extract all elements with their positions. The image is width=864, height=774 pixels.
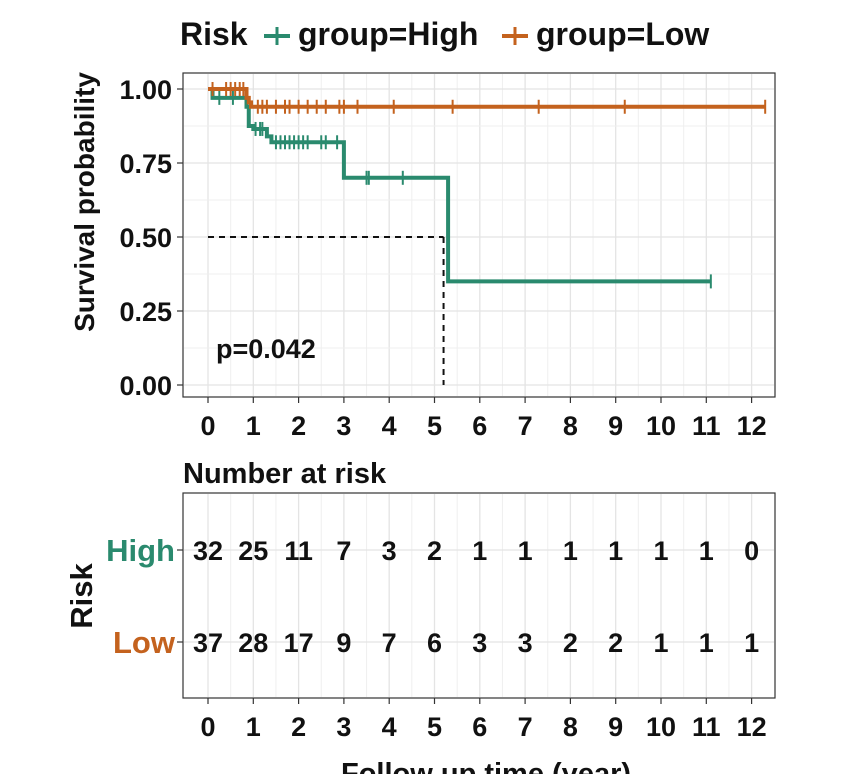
risk-x-tick-label: 4	[382, 712, 397, 742]
risk-count-high: 11	[284, 536, 313, 566]
x-axis-label: Follow up time (year)	[341, 758, 631, 774]
risk-count-low: 1	[653, 628, 668, 658]
risk-table-title: Number at risk	[183, 458, 387, 490]
x-tick-label: 1	[246, 411, 261, 441]
risk-table-frame	[182, 492, 776, 699]
risk-count-low: 1	[744, 628, 759, 658]
risk-table-x-axis: 0 1 2 3 4 5 6 7 8 9 10 11 12	[200, 698, 767, 742]
x-tick-label: 10	[646, 411, 676, 441]
risk-x-tick-label: 1	[246, 712, 261, 742]
risk-row-label-high: High	[106, 533, 175, 568]
risk-count-low: 3	[518, 628, 533, 658]
survival-curves	[208, 82, 767, 289]
x-tick-label: 7	[518, 411, 533, 441]
legend-high-label: group=High	[298, 16, 478, 52]
x-tick-label: 3	[336, 411, 351, 441]
survival-plot: 0.000.250.500.751.00 0 1 2 3 4 5 6 7 8 9 10 11 12 p=…	[69, 72, 776, 441]
x-tick-label: 0	[200, 411, 215, 441]
survival-x-axis: 0 1 2 3 4 5 6 7 8 9 10 11 12	[200, 397, 767, 441]
y-tick-label: 0.25	[119, 297, 172, 327]
x-tick-label: 4	[382, 411, 397, 441]
x-tick-label: 6	[472, 411, 487, 441]
median-survival-lines	[208, 236, 445, 385]
risk-count-high: 1	[472, 536, 487, 566]
risk-x-tick-label: 2	[291, 712, 306, 742]
risk-count-low: 1	[699, 628, 714, 658]
y-tick-label: 0.50	[119, 223, 172, 253]
x-tick-label: 8	[563, 411, 578, 441]
risk-count-low: 28	[238, 628, 268, 658]
risk-count-high: 1	[653, 536, 668, 566]
risk-x-tick-label: 3	[336, 712, 351, 742]
risk-count-low: 2	[563, 628, 578, 658]
risk-count-low: 37	[193, 628, 223, 658]
survival-grid	[184, 74, 774, 396]
risk-table-grid	[184, 494, 774, 697]
risk-count-high: 0	[744, 536, 759, 566]
risk-count-low: 9	[336, 628, 351, 658]
survival-plot-frame	[182, 72, 776, 398]
risk-count-low: 7	[382, 628, 397, 658]
risk-x-tick-label: 12	[737, 712, 767, 742]
risk-x-tick-label: 7	[518, 712, 533, 742]
risk-x-tick-label: 0	[200, 712, 215, 742]
x-tick-label: 11	[692, 411, 721, 441]
p-value-annotation: p=0.042	[216, 334, 316, 364]
risk-count-low: 2	[608, 628, 623, 658]
risk-count-high: 1	[518, 536, 533, 566]
risk-count-low: 6	[427, 628, 442, 658]
risk-count-high: 1	[563, 536, 578, 566]
risk-count-high: 1	[699, 536, 714, 566]
y-tick-label: 0.00	[119, 371, 172, 401]
x-tick-label: 12	[737, 411, 767, 441]
survival-curve-low	[208, 87, 766, 109]
risk-count-high: 1	[608, 536, 623, 566]
risk-count-low: 3	[472, 628, 487, 658]
legend: Risk group=High group=Low	[180, 16, 709, 52]
legend-title: Risk	[180, 16, 248, 52]
risk-x-tick-label: 11	[692, 712, 721, 742]
risk-x-tick-label: 10	[646, 712, 676, 742]
y-axis-label: Survival probability	[69, 72, 100, 332]
risk-row-label-low: Low	[113, 625, 176, 660]
x-tick-label: 9	[608, 411, 623, 441]
x-tick-label: 2	[291, 411, 306, 441]
risk-count-high: 25	[238, 536, 268, 566]
risk-x-tick-label: 9	[608, 712, 623, 742]
risk-x-tick-label: 6	[472, 712, 487, 742]
risk-x-tick-label: 5	[427, 712, 442, 742]
risk-count-low: 17	[284, 628, 314, 658]
y-tick-label: 0.75	[119, 149, 172, 179]
risk-count-high: 3	[382, 536, 397, 566]
y-tick-label: 1.00	[119, 75, 172, 105]
risk-table-y-label: Risk	[64, 563, 99, 629]
risk-count-high: 2	[427, 536, 442, 566]
risk-count-high: 32	[193, 536, 223, 566]
risk-x-tick-label: 8	[563, 712, 578, 742]
risk-count-high: 7	[336, 536, 351, 566]
legend-low-label: group=Low	[536, 16, 709, 52]
x-tick-label: 5	[427, 411, 442, 441]
survival-y-axis: 0.00 0.25 0.50 0.75 1.00	[119, 75, 183, 401]
